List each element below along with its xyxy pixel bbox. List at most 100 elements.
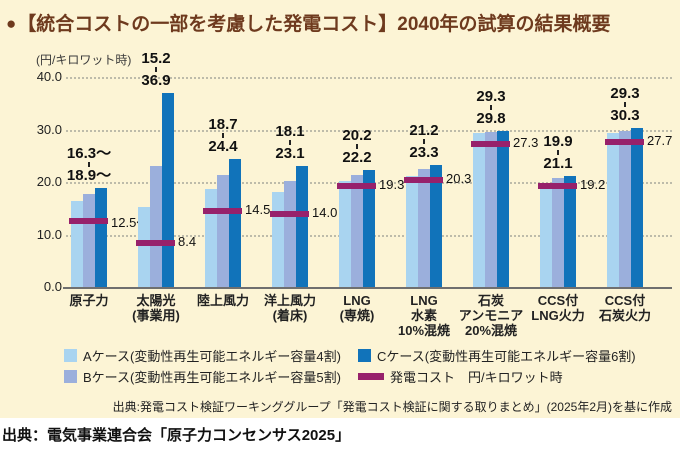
category-label-line: CCS付	[537, 293, 579, 308]
range-label: 21.2 23.3	[379, 122, 469, 161]
bar-case-c	[95, 187, 107, 287]
category-label-line: LNG	[343, 293, 371, 308]
category-label: 原子力	[47, 293, 131, 308]
range-label: 16.3～ 18.9～	[44, 145, 134, 184]
bar-case-c	[296, 165, 308, 287]
range-tick	[289, 139, 291, 145]
cost-value-label: 20.3	[446, 171, 472, 187]
range-label: 29.3 29.8	[446, 88, 536, 127]
value-label-c-case: 36.9	[141, 72, 171, 90]
cost-value-label: 14.5	[245, 201, 271, 217]
range-label: 29.3 30.3	[580, 85, 670, 124]
range-label: 15.2 36.9	[111, 50, 201, 89]
legend-swatch-case-b	[64, 370, 77, 383]
category-label-line: アンモニア	[458, 308, 524, 323]
y-axis-unit-label: (円/キロワット時)	[36, 53, 132, 67]
category-label-line: (事業用)	[132, 308, 180, 323]
category-label-line: LNG	[410, 293, 438, 308]
source-line: 出典：電気事業連合会「原子力コンセンサス2025」	[2, 427, 351, 444]
y-axis-tick-label: 20.0	[36, 174, 62, 189]
legend-item-case-b: Bケース(変動性再生可能エネルギー容量5割)	[64, 367, 341, 386]
range-tick	[423, 138, 425, 144]
legend-swatch-cost-marker	[358, 373, 384, 380]
value-label-a-case: 29.3	[476, 87, 506, 105]
value-label-a-case: 15.2	[141, 50, 171, 68]
cost-marker	[538, 183, 577, 190]
range-tick	[222, 132, 224, 138]
value-label-a-case: 18.1	[275, 122, 305, 140]
chart-source-note: 出典:発電コスト検証ワーキンググループ「発電コスト検証に関する取りまとめ」(20…	[112, 400, 672, 414]
infographic-panel: ●【統合コストの一部を考慮した発電コスト】2040年の試算の結果概要 (円/キロ…	[0, 0, 680, 418]
category-label: LNG (専焼)	[315, 293, 399, 323]
legend-label-cost: 発電コスト 円/キロワット時	[390, 370, 563, 385]
category-label: 太陽光 (事業用)	[114, 293, 198, 323]
cost-value-label: 8.4	[178, 233, 197, 249]
value-label-c-case: 18.9～	[66, 166, 112, 184]
cost-marker	[203, 207, 242, 214]
category-label: LNG 水素 10%混焼	[382, 293, 466, 338]
bar-case-a	[71, 201, 83, 287]
legend-label-case-a: Aケース(変動性再生可能エネルギー容量4割)	[83, 349, 341, 364]
bar-case-b	[351, 174, 363, 287]
category-label-line: (専焼)	[339, 308, 375, 323]
category-label: CCS付 石炭火力	[583, 293, 667, 323]
category-label-line: CCS付	[604, 293, 646, 308]
range-label: 19.9 21.1	[513, 133, 603, 172]
value-label-c-case: 22.2	[342, 149, 372, 167]
y-axis-tick-label: 10.0	[36, 226, 62, 242]
value-label-a-case: 20.2	[342, 127, 372, 145]
legend-item-case-c: Cケース(変動性再生可能エネルギー容量6割)	[358, 346, 636, 365]
bar-case-a	[339, 180, 351, 287]
page-title-text: 【統合コストの一部を考慮した発電コスト】2040年の試算の結果概要	[17, 14, 611, 35]
page-title: ●【統合コストの一部を考慮した発電コスト】2040年の試算の結果概要	[6, 9, 611, 36]
bar-case-a	[406, 175, 418, 287]
range-tick	[624, 101, 626, 107]
category-label-line: (着床)	[272, 308, 308, 323]
category-label-line: 10%混焼	[397, 323, 451, 338]
cost-marker	[605, 138, 644, 145]
bullet-icon: ●	[6, 14, 17, 33]
legend-item-cost: 発電コスト 円/キロワット時	[358, 367, 563, 386]
y-axis-tick-label: 40.0	[36, 69, 62, 84]
legend-label-case-c: Cケース(変動性再生可能エネルギー容量6割)	[377, 349, 636, 364]
value-label-c-case: 24.4	[208, 137, 238, 155]
cost-marker	[337, 182, 376, 189]
range-tick	[88, 161, 90, 167]
category-label-line: 石炭	[477, 293, 504, 308]
legend-item-case-a: Aケース(変動性再生可能エネルギー容量4割)	[64, 346, 341, 365]
range-tick	[155, 67, 157, 73]
bar-case-c	[363, 170, 375, 287]
bar-case-c	[631, 127, 643, 287]
range-tick	[557, 150, 559, 156]
cost-value-label: 19.2	[580, 177, 606, 193]
value-label-c-case: 23.1	[275, 144, 305, 162]
bar-case-a	[607, 133, 619, 287]
bar-case-c	[497, 130, 509, 287]
bar-case-a	[540, 182, 552, 287]
bar-case-b	[83, 193, 95, 287]
y-axis-tick-label: 30.0	[36, 121, 62, 137]
cost-marker	[136, 239, 175, 246]
category-label: 陸上風力	[181, 293, 265, 308]
bar-case-c	[229, 158, 241, 287]
value-label-a-case: 16.3～	[66, 144, 112, 162]
category-label-line: 20%混焼	[464, 323, 518, 338]
range-tick	[356, 144, 358, 150]
cost-value-label: 27.7	[647, 132, 673, 148]
value-label-a-case: 21.2	[409, 121, 439, 139]
bar-case-b	[619, 130, 631, 287]
legend-swatch-case-c	[358, 349, 371, 362]
bar-case-c	[430, 164, 442, 287]
bar-case-b	[418, 168, 430, 287]
category-label: 石炭 アンモニア 20%混焼	[449, 293, 533, 338]
category-label-line: 水素	[410, 308, 437, 323]
value-label-c-case: 30.3	[610, 106, 640, 124]
bar-case-a	[473, 133, 485, 287]
category-label: CCS付 LNG火力	[516, 293, 600, 323]
category-label: 洋上風力 (着床)	[248, 293, 332, 323]
bar-case-a	[205, 188, 217, 287]
bar-case-b	[217, 174, 229, 287]
gridline	[66, 77, 672, 79]
bar-case-c	[564, 176, 576, 287]
cost-value-label: 19.3	[379, 176, 405, 192]
